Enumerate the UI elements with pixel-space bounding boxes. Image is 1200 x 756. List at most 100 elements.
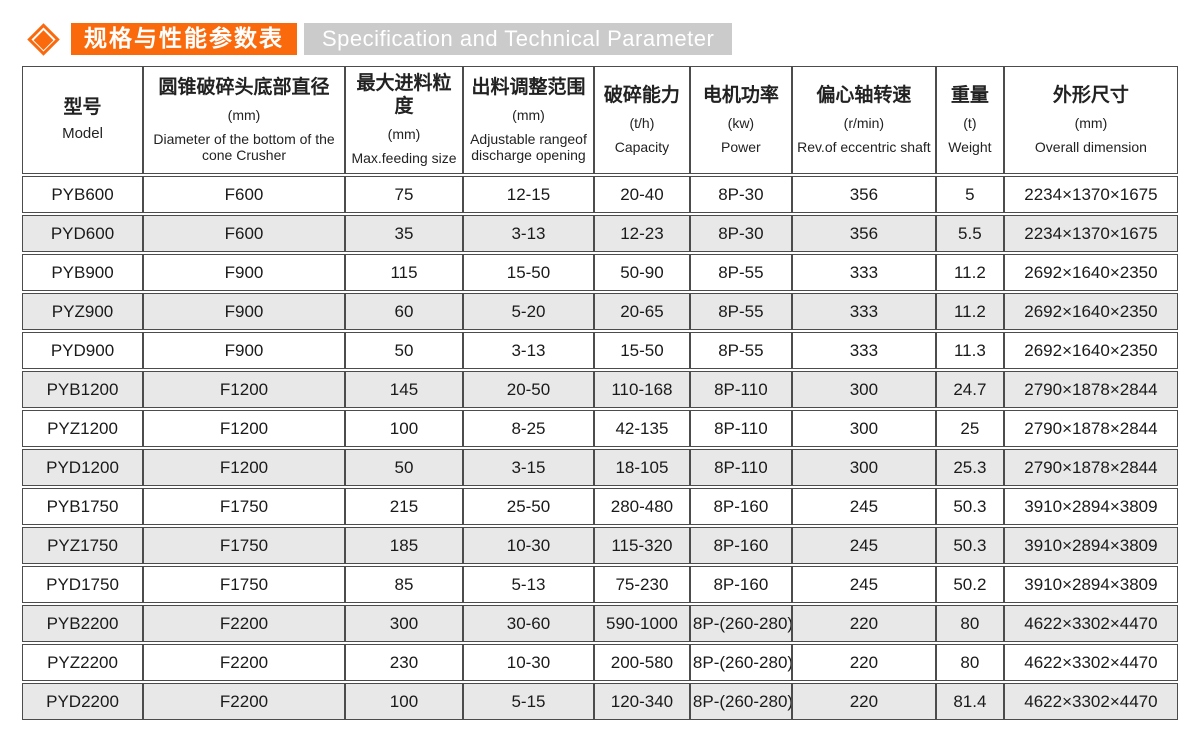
value-cell: 50 [344, 332, 463, 369]
value-cell: 8P-(260-280) [689, 644, 792, 681]
page-header: 规格与性能参数表 Specification and Technical Par… [24, 20, 1178, 58]
value-cell: 8P-(260-280) [689, 605, 792, 642]
value-cell: 5 [935, 176, 1004, 213]
value-cell: 590-1000 [593, 605, 690, 642]
value-cell: 4622×3302×4470 [1003, 605, 1178, 642]
value-cell: 100 [344, 410, 463, 447]
value-cell: 5.5 [935, 215, 1004, 252]
value-cell: 8P-110 [689, 371, 792, 408]
value-cell: 75-230 [593, 566, 690, 603]
value-cell: F1200 [143, 410, 345, 447]
value-cell: 245 [791, 488, 936, 525]
value-cell: 2692×1640×2350 [1003, 254, 1178, 291]
value-cell: 245 [791, 527, 936, 564]
value-cell: 85 [344, 566, 463, 603]
value-cell: 18-105 [593, 449, 690, 486]
value-cell: 50-90 [593, 254, 690, 291]
column-header-7: 偏心轴转速 (r/min) Rev.of eccentric shaft [791, 66, 936, 174]
model-cell: PYB900 [22, 254, 144, 291]
value-cell: 3-13 [463, 215, 594, 252]
value-cell: F900 [143, 293, 345, 330]
column-unit: (mm) [387, 126, 421, 143]
table-row: PYB1200 F1200 145 20-50 110-168 8P-110 300 24.7… [22, 371, 1178, 408]
spec-table-body: PYB600 F600 75 12-15 20-40 8P-30 356 5 2234×1370… [22, 176, 1178, 720]
value-cell: 333 [791, 254, 936, 291]
value-cell: 2692×1640×2350 [1003, 332, 1178, 369]
model-cell: PYZ900 [22, 293, 144, 330]
value-cell: 5-13 [463, 566, 594, 603]
value-cell: F1750 [143, 527, 345, 564]
column-title-zh: 圆锥破碎头底部直径 [158, 76, 330, 98]
value-cell: 3-15 [463, 449, 594, 486]
value-cell: F1200 [143, 371, 345, 408]
table-row: PYZ2200 F2200 230 10-30 200-580 8P-(260-280) 2… [22, 644, 1178, 681]
value-cell: 50.3 [935, 527, 1004, 564]
column-header-5: 破碎能力 (t/h) Capacity [593, 66, 690, 174]
value-cell: 215 [344, 488, 463, 525]
value-cell: 3910×2894×3809 [1003, 527, 1178, 564]
value-cell: 5-15 [463, 683, 594, 720]
diamond-icon [24, 20, 62, 58]
value-cell: 4622×3302×4470 [1003, 683, 1178, 720]
value-cell: 15-50 [463, 254, 594, 291]
column-header-9: 外形尺寸 (mm) Overall dimension [1003, 66, 1178, 174]
column-header-8: 重量 (t) Weight [935, 66, 1004, 174]
value-cell: 8P-30 [689, 215, 792, 252]
value-cell: 4622×3302×4470 [1003, 644, 1178, 681]
column-title-en: Model [62, 125, 103, 143]
value-cell: 8P-(260-280) [689, 683, 792, 720]
model-cell: PYZ1750 [22, 527, 144, 564]
value-cell: 50 [344, 449, 463, 486]
model-cell: PYB1200 [22, 371, 144, 408]
value-cell: F2200 [143, 644, 345, 681]
column-title-en: Weight [948, 139, 992, 156]
value-cell: 2790×1878×2844 [1003, 449, 1178, 486]
value-cell: 3-13 [463, 332, 594, 369]
value-cell: 8P-160 [689, 566, 792, 603]
model-cell: PYB1750 [22, 488, 144, 525]
value-cell: 220 [791, 644, 936, 681]
value-cell: 245 [791, 566, 936, 603]
value-cell: 11.3 [935, 332, 1004, 369]
table-row: PYD1200 F1200 50 3-15 18-105 8P-110 300 25.3 279… [22, 449, 1178, 486]
value-cell: 220 [791, 605, 936, 642]
value-cell: 15-50 [593, 332, 690, 369]
value-cell: F2200 [143, 605, 345, 642]
value-cell: 145 [344, 371, 463, 408]
value-cell: 115 [344, 254, 463, 291]
value-cell: 8P-160 [689, 527, 792, 564]
value-cell: 12-15 [463, 176, 594, 213]
value-cell: F600 [143, 215, 345, 252]
value-cell: 8P-55 [689, 332, 792, 369]
value-cell: 8P-160 [689, 488, 792, 525]
value-cell: 356 [791, 215, 936, 252]
model-cell: PYD2200 [22, 683, 144, 720]
column-title-en: Max.feeding size [351, 150, 457, 167]
column-unit: (t/h) [629, 114, 655, 131]
column-title-zh: 偏心轴转速 [816, 84, 912, 106]
column-unit: (mm) [512, 106, 545, 123]
value-cell: 2790×1878×2844 [1003, 371, 1178, 408]
model-cell: PYD900 [22, 332, 144, 369]
column-header-2: 圆锥破碎头底部直径 (mm) Diameter of the bottom of t… [143, 66, 345, 174]
value-cell: 75 [344, 176, 463, 213]
value-cell: 3910×2894×3809 [1003, 488, 1178, 525]
column-title-en: Capacity [614, 139, 670, 156]
column-title-zh: 外形尺寸 [1052, 84, 1129, 106]
value-cell: 81.4 [935, 683, 1004, 720]
value-cell: 35 [344, 215, 463, 252]
value-cell: 8-25 [463, 410, 594, 447]
page-title-en: Specification and Technical Parameter [304, 23, 733, 55]
table-row: PYD2200 F2200 100 5-15 120-340 8P-(260-280) 22… [22, 683, 1178, 720]
model-cell: PYZ1200 [22, 410, 144, 447]
model-cell: PYZ2200 [22, 644, 144, 681]
value-cell: 8P-55 [689, 254, 792, 291]
column-unit: (t) [963, 114, 977, 131]
value-cell: 20-40 [593, 176, 690, 213]
table-row: PYZ1200 F1200 100 8-25 42-135 8P-110 300 25 2790… [22, 410, 1178, 447]
value-cell: 300 [791, 449, 936, 486]
value-cell: 20-65 [593, 293, 690, 330]
spec-table: 型号 Model 圆锥破碎头底部直径 (mm) Diameter of the bott… [22, 64, 1178, 722]
value-cell: 42-135 [593, 410, 690, 447]
model-cell: PYB2200 [22, 605, 144, 642]
